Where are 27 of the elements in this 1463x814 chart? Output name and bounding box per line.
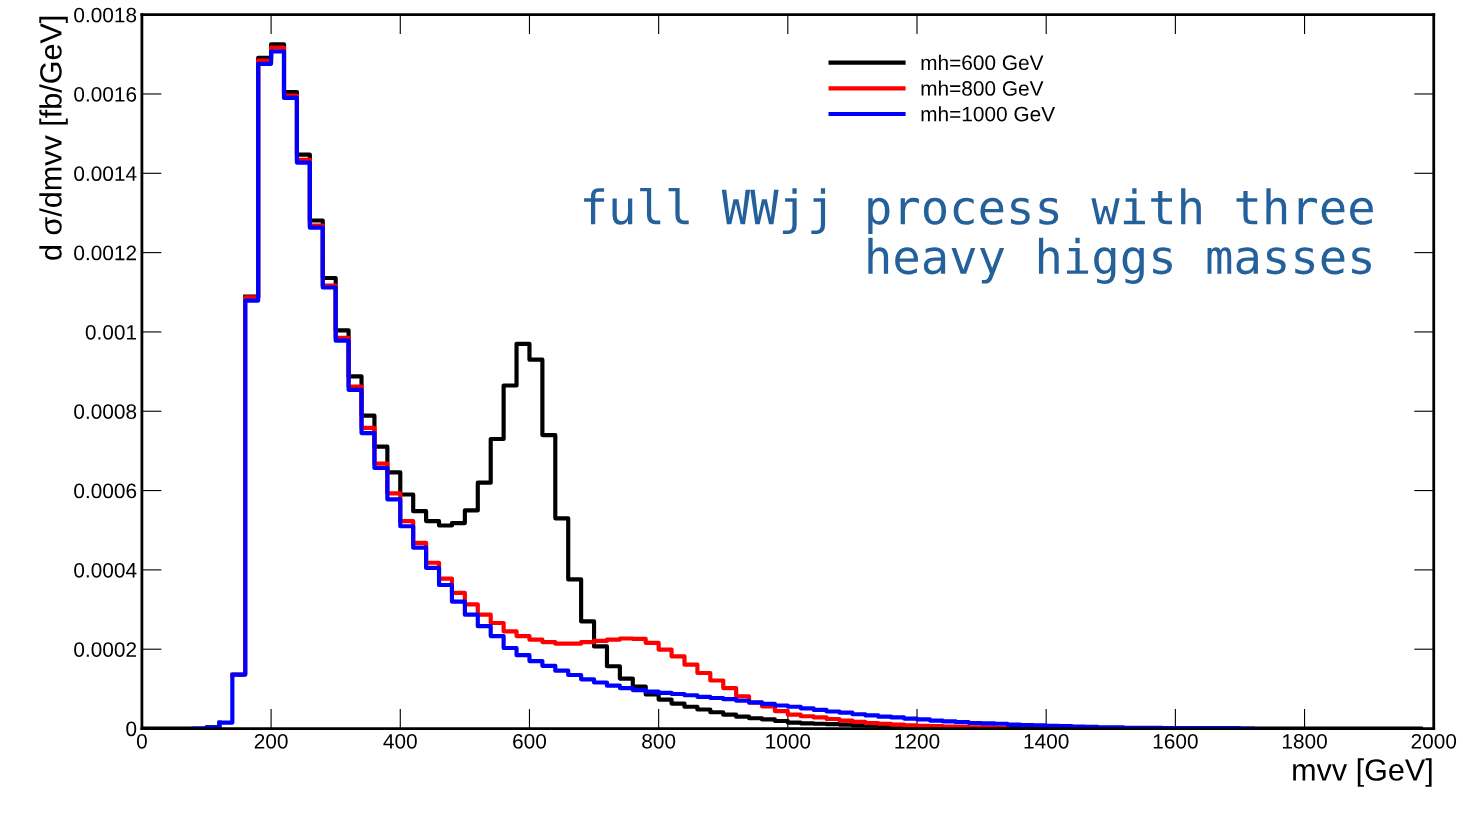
y-tick-label: 0.0018	[74, 7, 137, 23]
x-tick-label: 2000	[1411, 733, 1457, 749]
x-tick-label: 1200	[895, 733, 940, 749]
x-axis-title: mvv [GeV]	[1293, 758, 1432, 787]
annotation: full WWjj process with three heavy higgs masses	[584, 188, 1373, 284]
x-tick-label: 1800	[1282, 733, 1327, 749]
y-tick-label: 0.001	[85, 324, 137, 340]
y-tick-label: 0.0004	[74, 562, 137, 578]
x-tick-label: 1000	[766, 733, 811, 749]
y-tick-label: 0.0008	[74, 404, 137, 419]
y-tick-label: 0	[126, 721, 137, 737]
x-tick-label: 1400	[1024, 733, 1069, 749]
x-tick-label: 1600	[1153, 733, 1198, 749]
legend-label: mh=600 GeV	[921, 54, 1044, 71]
x-tick-label: 0	[136, 733, 147, 749]
x-tick-label: 800	[642, 733, 676, 749]
x-tick-label: 600	[513, 733, 547, 749]
y-tick-label: 0.0016	[74, 86, 137, 102]
legend-label: mh=800 GeV	[921, 80, 1044, 96]
y-tick-label: 0.0012	[74, 245, 137, 261]
y-tick-label: 0.0014	[74, 166, 137, 182]
y-tick-label: 0.0006	[74, 483, 137, 499]
x-tick-label: 200	[254, 733, 288, 749]
y-axis-title: d σ/dmvv [fb/GeV]	[39, 16, 68, 260]
x-tick-label: 400	[383, 733, 417, 749]
y-tick-label: 0.0002	[74, 642, 137, 657]
legend-label: mh=1000 GeV	[921, 106, 1056, 122]
